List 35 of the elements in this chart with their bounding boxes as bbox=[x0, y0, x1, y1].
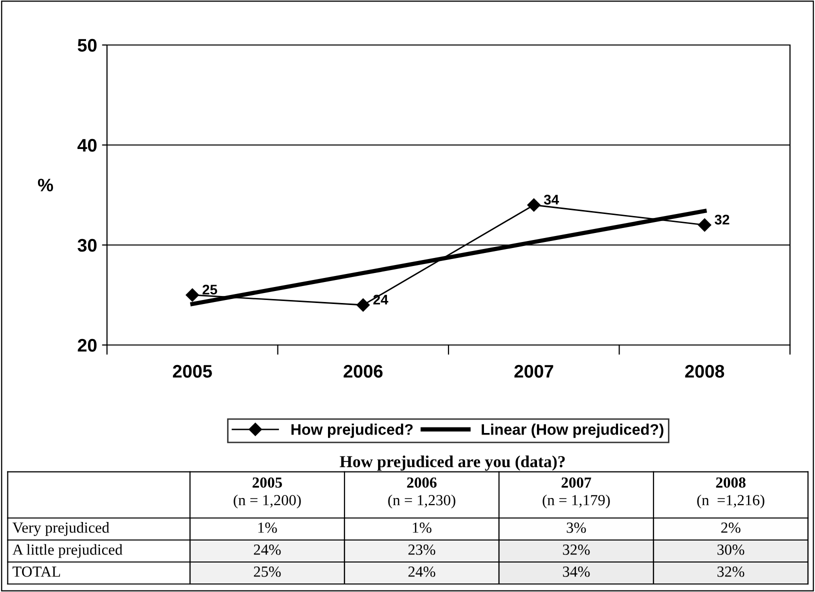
x-tick-label: 2007 bbox=[514, 364, 554, 378]
y-tick-label: 40 bbox=[77, 138, 97, 152]
data-label: 32% bbox=[562, 544, 590, 555]
data-label: 32 bbox=[714, 214, 730, 225]
data-label: 25 bbox=[202, 284, 218, 295]
y-tick-label: Very prejudiced bbox=[12, 522, 110, 536]
data-label: 30% bbox=[717, 544, 744, 555]
y-tick-label: A little prejudiced bbox=[12, 544, 122, 558]
data-label: 2% bbox=[721, 522, 740, 533]
data-label: 34% bbox=[562, 566, 590, 577]
legend-label: How prejudiced? bbox=[291, 424, 413, 438]
chart-title: How prejudiced are you (data)? bbox=[340, 456, 565, 471]
data-label: 24% bbox=[408, 566, 436, 577]
x-tick-label: 2008 (n =1,216) bbox=[697, 477, 764, 508]
x-tick-label: 2005 (n = 1,200) bbox=[234, 477, 301, 508]
x-tick-label: 2005 bbox=[172, 364, 212, 378]
data-label: 24 bbox=[373, 294, 388, 304]
x-tick-label: 2007 (n = 1,179) bbox=[542, 477, 610, 508]
data-label: 25% bbox=[254, 566, 281, 577]
data-label: 1% bbox=[412, 522, 432, 533]
data-label: 3% bbox=[566, 522, 586, 533]
data-label: 1% bbox=[258, 522, 277, 533]
data-label: 32% bbox=[717, 566, 744, 577]
y-axis-title: % bbox=[38, 178, 54, 192]
data-label: 34 bbox=[544, 194, 559, 205]
x-tick-label: 2008 bbox=[685, 364, 724, 378]
legend-label: Linear (How prejudiced?) bbox=[482, 424, 664, 438]
data-label: 24% bbox=[254, 544, 281, 555]
x-tick-label: 2006 (n = 1,230) bbox=[388, 477, 456, 508]
data-label: 23% bbox=[408, 544, 436, 555]
y-tick-label: 50 bbox=[78, 38, 97, 52]
y-tick-label: 20 bbox=[78, 338, 97, 352]
y-tick-label: TOTAL bbox=[12, 566, 60, 577]
x-tick-label: 2006 bbox=[344, 364, 383, 378]
y-tick-label: 30 bbox=[78, 238, 97, 252]
